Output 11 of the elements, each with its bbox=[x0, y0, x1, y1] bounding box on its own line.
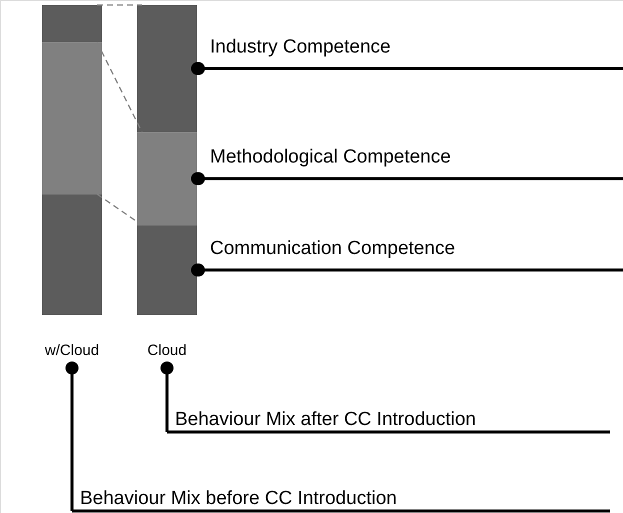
bar bbox=[137, 5, 197, 132]
series-label: Industry Competence bbox=[210, 36, 391, 58]
bar bbox=[42, 194, 102, 315]
text: Behaviour Mix after CC Introduction bbox=[175, 409, 476, 430]
x-tick-label: w/Cloud bbox=[44, 342, 100, 359]
text: Behaviour Mix before CC Introduction bbox=[80, 488, 397, 509]
x-tick-label: Cloud bbox=[147, 342, 187, 359]
series-label: Communication Competence bbox=[210, 238, 456, 260]
bar bbox=[42, 5, 102, 42]
bar bbox=[137, 225, 197, 315]
series-label: Methodological Competence bbox=[210, 146, 451, 168]
